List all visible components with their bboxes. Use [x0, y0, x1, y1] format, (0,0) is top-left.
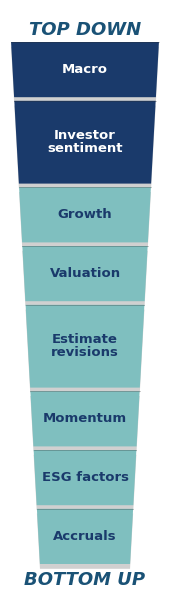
Polygon shape [37, 514, 133, 569]
Polygon shape [22, 246, 148, 301]
Text: Estimate: Estimate [52, 333, 118, 346]
Text: Growth: Growth [58, 208, 112, 221]
Text: revisions: revisions [51, 346, 119, 359]
Polygon shape [30, 396, 140, 451]
Text: sentiment: sentiment [47, 142, 123, 155]
Text: Valuation: Valuation [49, 267, 121, 280]
Polygon shape [34, 455, 136, 510]
Polygon shape [14, 106, 156, 188]
Text: TOP DOWN: TOP DOWN [29, 21, 141, 39]
Text: BOTTOM UP: BOTTOM UP [24, 571, 146, 589]
Text: ESG factors: ESG factors [41, 471, 129, 484]
Polygon shape [14, 101, 156, 184]
Polygon shape [34, 450, 136, 505]
Polygon shape [26, 310, 144, 392]
Polygon shape [37, 509, 133, 564]
Polygon shape [19, 192, 151, 247]
Polygon shape [26, 305, 144, 388]
Text: Macro: Macro [62, 63, 108, 76]
Text: Accruals: Accruals [53, 530, 117, 543]
Polygon shape [22, 251, 148, 306]
Text: Investor: Investor [54, 129, 116, 142]
Polygon shape [19, 187, 151, 242]
Text: Momentum: Momentum [43, 412, 127, 425]
Polygon shape [11, 42, 159, 97]
Polygon shape [11, 47, 159, 102]
Polygon shape [30, 391, 140, 446]
